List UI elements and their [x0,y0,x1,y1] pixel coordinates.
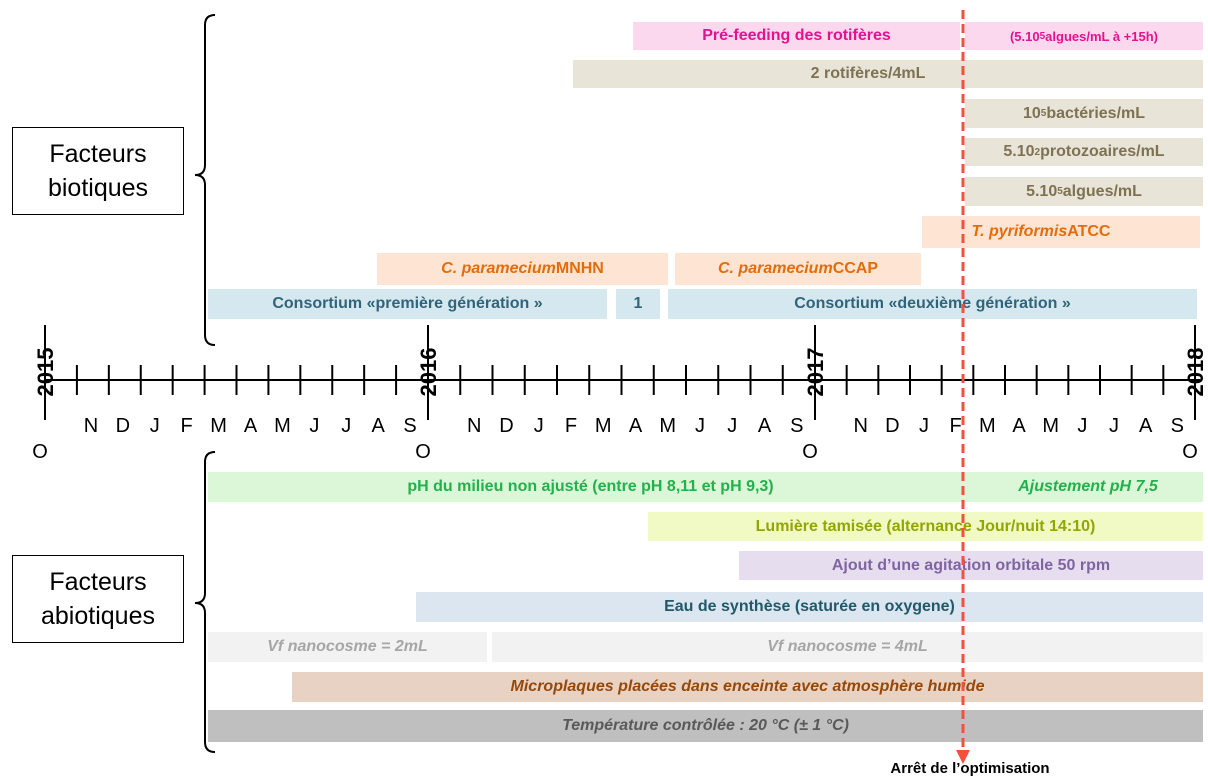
bar: pH du milieu non ajusté (entre pH 8,11 e… [208,472,1203,502]
bar: 1 [616,289,660,319]
month-label: D [499,415,513,437]
month-label: O [415,441,431,463]
year-label: 2018 [1183,348,1208,397]
bar: T. pyriformis ATCC [922,216,1200,248]
month-label: A [758,415,772,437]
brace [194,451,216,753]
bar: Température contrôlée : 20 °C (± 1 °C) [208,710,1203,742]
month-label: D [885,415,899,437]
bar: Consortium «deuxième génération » [668,289,1197,319]
month-label: F [950,415,962,437]
month-label: M [659,415,676,437]
bar: C. paramecium MNHN [377,253,668,285]
month-label: J [150,415,160,437]
month-label: A [1012,415,1026,437]
bar: Ajout d’une agitation orbitale 50 rpm [739,551,1203,580]
month-label: J [341,415,351,437]
month-label: J [695,415,705,437]
stop-label: Arrêt de l’optimisation [890,760,1050,777]
brace [194,14,216,346]
month-label: M [210,415,227,437]
month-label: N [853,415,867,437]
month-label: N [84,415,98,437]
month-label: O [1182,441,1198,463]
month-label: M [1042,415,1059,437]
bar: 10 5 bactéries/mL [965,99,1203,128]
month-label: A [244,415,258,437]
bar: 5.10 2 protozoaires/mL [965,138,1203,166]
month-label: J [919,415,929,437]
month-label: J [534,415,544,437]
month-label: A [371,415,385,437]
month-label: O [32,441,48,463]
bar: Vf nanocosme = 2mL [208,632,487,662]
month-label: M [274,415,291,437]
month-label: S [790,415,803,437]
bar: Eau de synthèse (saturée en oxygene) [416,592,1203,622]
year-label: 2015 [33,348,58,397]
bar: C. paramecium CCAP [675,253,921,285]
month-label: J [1109,415,1119,437]
bar: Vf nanocosme = 4mL [492,632,1203,662]
biotic-label: Facteurs biotiques [12,127,184,215]
month-label: A [629,415,643,437]
month-label: A [1139,415,1153,437]
bar: Lumière tamisée (alternance Jour/nuit 14… [648,512,1203,541]
year-label: 2016 [416,348,441,397]
month-label: S [403,415,416,437]
month-label: M [595,415,612,437]
month-label: N [467,415,481,437]
bar: Microplaques placées dans enceinte avec … [292,672,1203,702]
month-label: M [979,415,996,437]
abiotic-label: Facteurs abiotiques [12,555,184,643]
bar: Pré-feeding des rotifères [633,22,960,50]
month-label: J [727,415,737,437]
month-label: J [309,415,319,437]
bar: 2 rotifères/4mL [573,60,1203,88]
bar: 5.10 5 algues/mL [965,177,1203,206]
bar: Consortium «première génération » [208,289,607,319]
month-label: O [802,441,818,463]
month-label: F [565,415,577,437]
month-label: F [181,415,193,437]
month-label: J [1077,415,1087,437]
year-label: 2017 [803,348,828,397]
bar: (5.10 5 algues/mL à +15h) [965,22,1203,50]
month-label: D [116,415,130,437]
month-label: S [1171,415,1184,437]
